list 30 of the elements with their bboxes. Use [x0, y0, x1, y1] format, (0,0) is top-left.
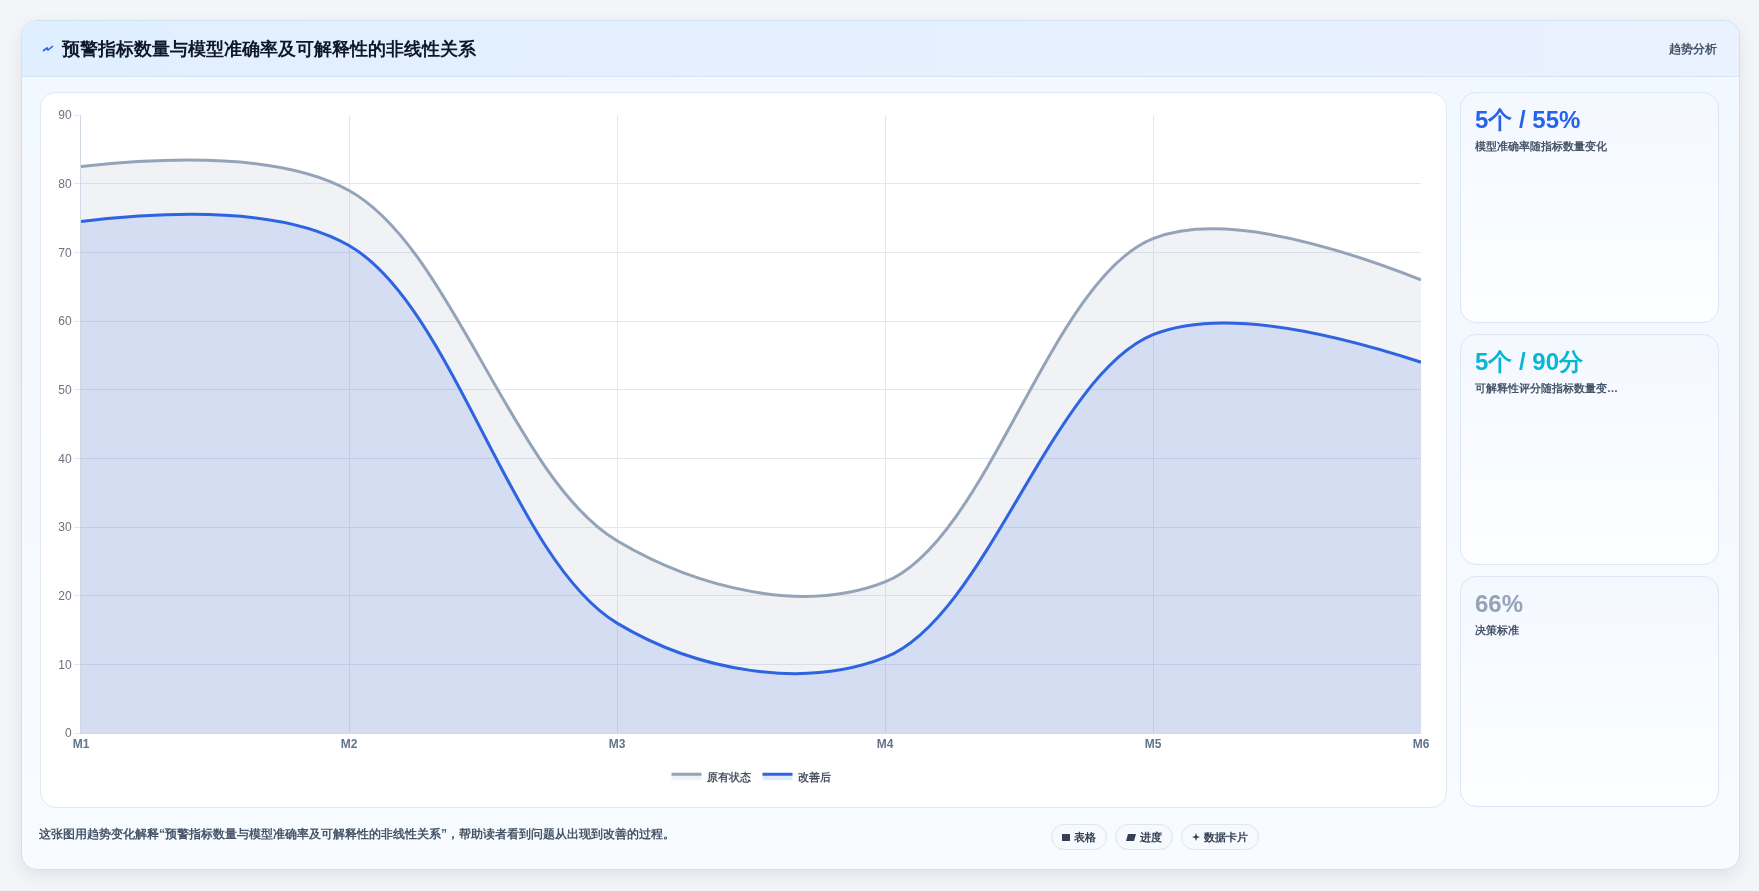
view-button[interactable]: 数据卡片	[1181, 824, 1259, 850]
y-tick-label: 60	[58, 314, 72, 329]
y-tick-label: 80	[58, 176, 72, 191]
x-tick-label: M3	[608, 737, 626, 752]
x-tick-label: M5	[1144, 737, 1162, 752]
y-tick-label: 70	[58, 245, 72, 260]
view-button[interactable]: 进度	[1115, 824, 1173, 850]
text: 5个 / 90分	[1475, 347, 1584, 377]
x-tick-label: M6	[1412, 737, 1430, 752]
text: 模型准确率随指标数量变化	[1475, 139, 1607, 153]
text: 趋势分析	[1669, 41, 1717, 57]
y-tick-label: 50	[58, 382, 72, 397]
y-tick-label: 40	[58, 451, 72, 466]
y-tick-label: 0	[64, 726, 72, 741]
x-tick-label: M2	[340, 737, 358, 752]
x-tick-label: M1	[72, 737, 90, 752]
y-tick-label: 10	[58, 657, 72, 672]
legend-label: 改善后	[797, 770, 831, 783]
text: 可解释性评分随指标数量变…	[1475, 381, 1618, 395]
legend-label: 原有状态	[705, 770, 752, 783]
text: 66%	[1475, 589, 1524, 619]
text: 决策标准	[1475, 623, 1519, 637]
view-button[interactable]: 表格	[1051, 824, 1107, 850]
y-tick-label: 30	[58, 520, 72, 535]
text: 这张图用趋势变化解释“预警指标数量与模型准确率及可解释性的非线性关系”，帮助读者看到问题从出现到改善的过程。	[39, 826, 675, 842]
x-tick-label: M4	[876, 737, 894, 752]
chart-title: 预警指标数量与模型准确率及可解释性的非线性关系	[62, 39, 476, 59]
y-tick-label: 90	[58, 108, 72, 123]
y-tick-label: 20	[58, 588, 72, 603]
text: 5个 / 55%	[1475, 105, 1581, 135]
